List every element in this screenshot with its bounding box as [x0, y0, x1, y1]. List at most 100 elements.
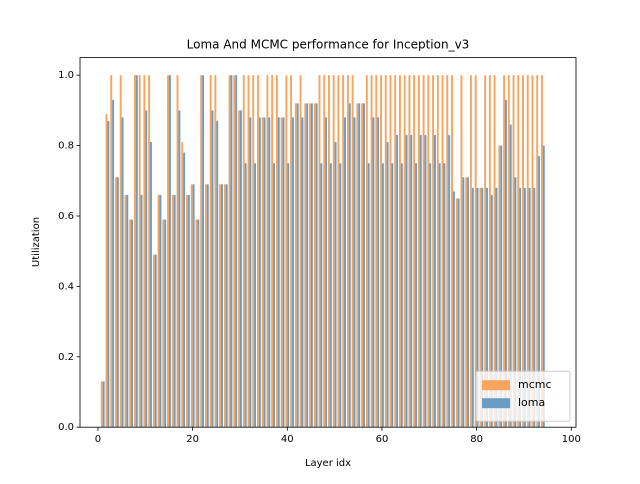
bar: [446, 75, 449, 428]
bar: [465, 177, 468, 428]
bar: [523, 187, 526, 428]
bar: [363, 103, 365, 428]
y-axis-label: Utilization: [31, 217, 42, 267]
bar: [306, 103, 309, 428]
bar: [171, 194, 174, 428]
bar: [320, 163, 323, 428]
bar: [427, 75, 430, 428]
bar: [190, 184, 193, 428]
bar: [301, 117, 304, 428]
bar: [296, 103, 299, 428]
bar: [107, 120, 110, 428]
bar: [438, 163, 441, 428]
bar: [178, 110, 181, 428]
bar: [344, 117, 346, 428]
bar: [299, 75, 302, 428]
bar: [517, 75, 520, 428]
bar: [484, 75, 487, 428]
bar: [254, 163, 257, 428]
chart-title: Loma And MCMC performance for Inception_…: [187, 38, 470, 52]
bar: [202, 75, 204, 428]
bar: [467, 177, 470, 428]
bar: [294, 103, 297, 428]
bar: [394, 75, 397, 428]
bar: [176, 75, 179, 428]
bar: [479, 187, 482, 428]
bar: [223, 184, 226, 428]
bar: [358, 103, 361, 428]
bar: [400, 163, 403, 428]
bar: [219, 184, 222, 428]
bar: [408, 75, 411, 428]
bar: [403, 75, 406, 428]
legend-swatch: [482, 398, 510, 409]
bar: [204, 184, 207, 428]
x-tick-label: 0: [95, 434, 101, 445]
bar: [531, 75, 534, 428]
bar: [391, 163, 394, 428]
bar: [507, 75, 510, 428]
bar: [315, 103, 318, 428]
bar: [339, 163, 342, 428]
bar: [353, 117, 356, 428]
bar: [287, 163, 290, 428]
bar: [271, 75, 274, 428]
bar: [432, 75, 435, 428]
bar: [509, 124, 512, 428]
bar: [309, 103, 311, 428]
bar: [417, 75, 420, 428]
bar: [290, 75, 293, 428]
y-tick-label: 0.0: [58, 422, 74, 433]
bar: [495, 187, 498, 428]
bar: [257, 75, 259, 428]
bar: [138, 75, 141, 428]
bar: [261, 117, 264, 428]
bar: [469, 75, 472, 428]
bar: [457, 198, 460, 428]
bar: [154, 254, 157, 428]
bar: [334, 142, 337, 428]
bar: [528, 187, 531, 428]
bar: [325, 117, 328, 428]
bar: [424, 135, 427, 428]
bar: [152, 254, 155, 428]
x-tick-label: 80: [470, 434, 483, 445]
bar: [386, 142, 389, 428]
bar: [490, 194, 493, 428]
bar: [112, 99, 115, 428]
bar: [268, 117, 271, 428]
bar: [159, 194, 162, 428]
bar: [538, 156, 541, 428]
bar: [263, 117, 266, 428]
bar: [536, 75, 539, 428]
bar: [462, 177, 465, 428]
bar: [200, 75, 203, 428]
bar: [471, 187, 474, 428]
bar: [318, 75, 321, 428]
legend-label: loma: [518, 396, 545, 409]
bar: [105, 113, 108, 428]
bar: [143, 75, 146, 428]
bar: [498, 145, 501, 428]
bar: [124, 194, 127, 428]
bar: [370, 75, 373, 428]
y-tick-label: 0.6: [58, 211, 74, 222]
bar: [173, 194, 176, 428]
bar: [512, 75, 515, 428]
bar: [372, 117, 375, 428]
bar: [238, 110, 240, 428]
bar: [323, 75, 326, 428]
bar: [214, 75, 217, 428]
bar: [522, 75, 524, 428]
bar: [197, 219, 200, 428]
bar: [389, 75, 392, 428]
bar: [474, 75, 477, 428]
bar: [235, 75, 238, 428]
bar: [451, 75, 453, 428]
bar: [148, 75, 151, 428]
bar: [258, 117, 261, 428]
bar: [285, 75, 288, 428]
bar: [356, 103, 359, 428]
bar: [329, 163, 332, 428]
